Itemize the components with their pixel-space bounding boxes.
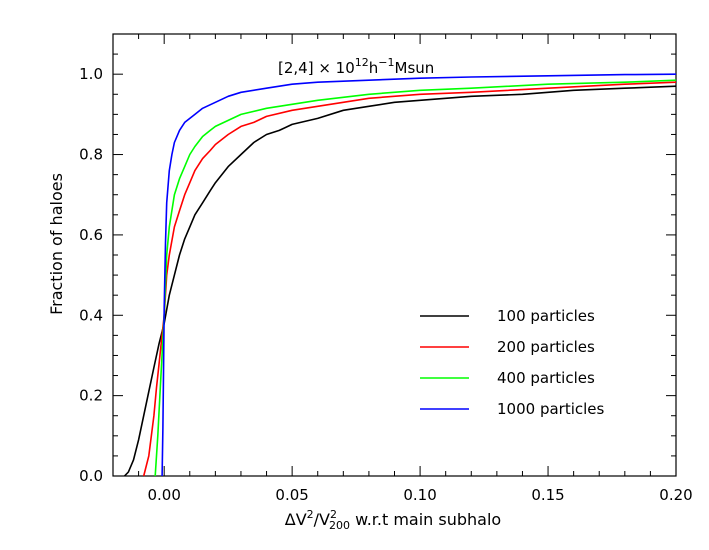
x-axis-label: ΔV2/V2 200 w.r.t main subhalo [285, 508, 501, 532]
y-tick-label: 0.8 [79, 146, 103, 164]
legend-label-1: 100 particles [497, 307, 595, 325]
series-line-1 [123, 85, 677, 477]
chart-annotation: [2,4] × 1012h−1Msun [278, 56, 434, 77]
series-line-2 [142, 81, 677, 477]
y-tick-label: 0.4 [79, 306, 103, 324]
tick-labels: 0.00 0.05 0.10 0.15 0.20 0.0 0.2 0.4 0.6 0.8 1.0 [79, 65, 693, 504]
x-tick-label: 0.00 [147, 486, 180, 504]
series-line-4 [161, 73, 677, 477]
y-axis-label: Fraction of haloes [47, 173, 66, 315]
y-tick-label: 0.6 [79, 226, 103, 244]
axis-ticks [112, 33, 677, 477]
legend-label-3: 400 particles [497, 369, 595, 387]
y-tick-label: 0.0 [79, 467, 103, 485]
x-tick-label: 0.15 [531, 486, 564, 504]
legend-label-2: 200 particles [497, 338, 595, 356]
x-tick-label: 0.20 [659, 486, 692, 504]
legend: 100 particles 200 particles 400 particles 1… [420, 307, 605, 418]
legend-label-4: 1000 particles [497, 400, 605, 418]
y-tick-label: 0.2 [79, 387, 103, 405]
x-tick-label: 0.10 [403, 486, 436, 504]
series-lines [123, 73, 677, 477]
x-tick-label: 0.05 [275, 486, 308, 504]
y-tick-label: 1.0 [79, 65, 103, 83]
